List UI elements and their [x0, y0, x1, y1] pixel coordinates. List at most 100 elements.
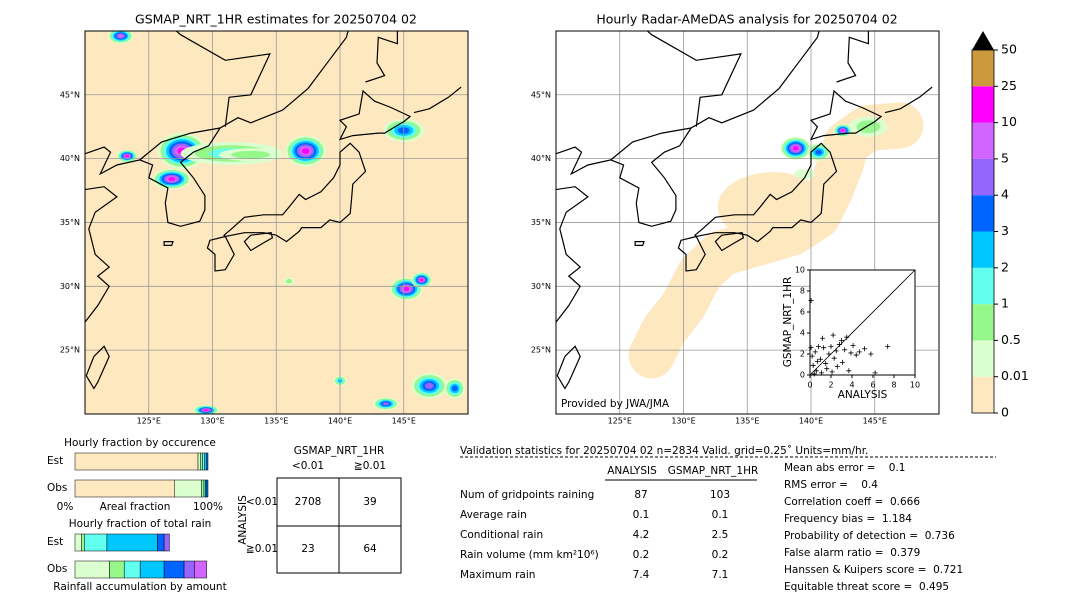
colorbar-swatch [972, 267, 994, 305]
stat-value: 103 [710, 489, 730, 501]
rain-segment [123, 560, 141, 579]
lon-tick-label: 125°E [608, 417, 632, 426]
lat-tick-label: 35°N [531, 218, 551, 227]
rain-area [301, 148, 310, 154]
coastline [365, 31, 398, 83]
occurrence-segment [197, 452, 201, 471]
occurrence-segment [202, 452, 205, 471]
scatter-point [862, 346, 868, 352]
colorbar-label: 5 [1001, 150, 1009, 165]
score: Probability of detection = 0.736 [784, 530, 955, 542]
colorbar-label: 1 [1001, 296, 1009, 311]
col-header: ANALYSIS [607, 465, 657, 477]
rain-area [403, 286, 410, 291]
scatter-point [809, 353, 815, 359]
stat-value: 2.5 [712, 529, 729, 541]
coastline [338, 89, 412, 141]
rain-area [168, 177, 176, 181]
scatter-point [842, 347, 848, 353]
scatter-point [821, 345, 827, 351]
coastline [714, 232, 745, 252]
coastline [556, 345, 581, 390]
table-cell: 64 [363, 543, 377, 555]
rain-area [419, 278, 424, 282]
rain-area [231, 150, 271, 159]
lon-tick-label: 130°E [671, 417, 695, 426]
chart-footer: Rainfall accumulation by amount [53, 581, 226, 593]
colorbar-label: 0.01 [1001, 368, 1029, 383]
score: Hanssen & Kuipers score = 0.721 [784, 564, 963, 576]
coastline [646, 31, 742, 127]
table-cell: 23 [301, 543, 314, 555]
colorbar-swatch [972, 86, 994, 123]
coastline [634, 241, 645, 246]
rain-area [792, 146, 799, 151]
scatter-point [813, 368, 819, 374]
rain-segment [183, 560, 195, 579]
rain-segment [139, 560, 165, 579]
scatter-point [829, 369, 835, 375]
coastline [85, 345, 110, 390]
scatter-point [839, 337, 844, 343]
lon-tick-label: 140°E [799, 417, 823, 426]
colorbar-label: 0 [1001, 405, 1009, 420]
lon-tick-label: 140°E [328, 417, 352, 426]
score: Equitable threat score = 0.495 [784, 581, 949, 593]
y-tick-label: 6 [800, 308, 805, 317]
occurrence-segment [201, 479, 205, 498]
rain-segment [157, 533, 165, 552]
scatter-point [846, 368, 852, 374]
scatter-point [831, 355, 837, 361]
map-left: 125°E 130°E 135°E 140°E 145°E 25°N 30°N 35°N 40°… [60, 12, 469, 426]
scatter-point [833, 348, 839, 354]
row-header: <0.01 [246, 496, 278, 508]
map-title: GSMAP_NRT_1HR estimates for 20250704 02 [135, 12, 417, 27]
scatter-point [824, 366, 830, 372]
coastline [206, 235, 235, 272]
colorbar-extend [972, 31, 994, 50]
rain-segment [81, 533, 85, 552]
panels: 0 2 4 6 8 10 0 2 4 6 8 10 ANALYSIS GSMAP_NRT_1HR 0 0.01… [47, 31, 1029, 593]
x-axis-label: ANALYSIS [838, 389, 888, 401]
stats-header: Validation statistics for 20250704 02 n=… [460, 445, 868, 457]
coastline [556, 186, 589, 324]
chart-title: Hourly fraction of total rain [69, 518, 212, 530]
x-tick-label: 2 [828, 381, 833, 390]
colorbar-swatch [972, 50, 994, 87]
colorbar-label: 4 [1001, 187, 1009, 202]
y-tick-label: 8 [800, 287, 805, 296]
rain-area [424, 382, 434, 390]
scatter-point [836, 342, 842, 348]
map-frame [555, 30, 940, 415]
coastline [175, 31, 271, 127]
scatter-point [848, 350, 854, 356]
lon-tick-label: 125°E [137, 417, 161, 426]
scatter-point [812, 349, 818, 355]
lat-tick-label: 30°N [60, 282, 80, 291]
stat-label: Rain volume (mm km²10⁶) [460, 549, 599, 561]
scatter-point [844, 334, 850, 340]
coastline [884, 86, 933, 114]
colorbar-swatch [972, 158, 994, 196]
rain-area [125, 154, 129, 158]
scatter-point [828, 344, 834, 350]
colorbar-label: 2 [1001, 259, 1009, 274]
chart-title: Hourly fraction by occurence [64, 437, 216, 449]
lon-tick-label: 135°E [735, 417, 759, 426]
row-label: Est [47, 536, 63, 548]
occurrence-segment [206, 479, 209, 498]
lat-tick-label: 40°N [60, 154, 80, 163]
scatter-point [850, 343, 856, 349]
score: False alarm ratio = 0.379 [784, 547, 920, 559]
colorbar-label: 50 [1001, 42, 1017, 57]
occurrence-segment [206, 452, 209, 471]
stat-value: 7.1 [712, 569, 729, 581]
scatter-point [819, 370, 825, 376]
y-tick-label: 4 [800, 329, 805, 338]
rain-area [203, 409, 209, 412]
occurrence-segment [174, 479, 202, 498]
rain-area [118, 34, 124, 38]
rain-segment [163, 533, 170, 552]
col-header: <0.01 [292, 460, 324, 472]
row-label: Obs [47, 563, 67, 575]
